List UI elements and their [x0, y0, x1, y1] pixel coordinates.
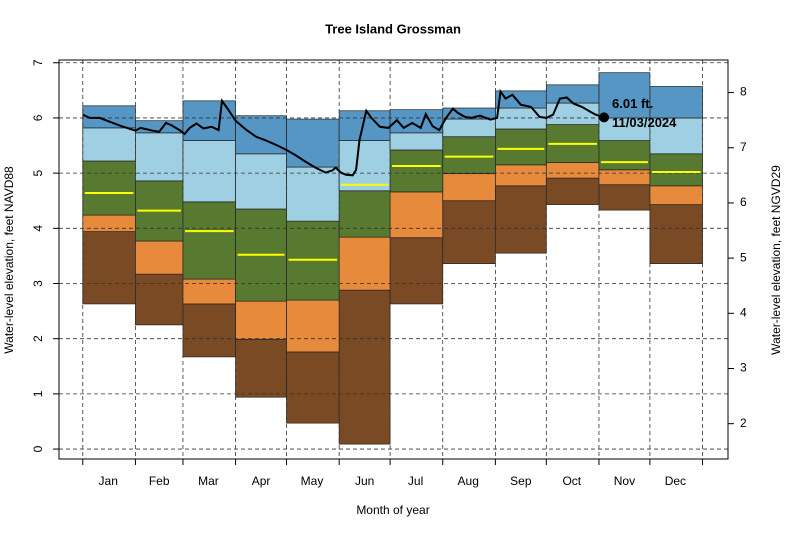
percentile-band — [442, 200, 496, 264]
x-tick-label: Feb — [149, 474, 170, 488]
percentile-band — [182, 278, 236, 305]
percentile-band — [135, 240, 184, 275]
percentile-band — [286, 166, 340, 222]
percentile-band — [82, 214, 136, 232]
x-tick-label: Apr — [252, 474, 271, 488]
percentile-band — [495, 164, 547, 187]
y-axis-label: Water-level elevation, feet NAVD88 — [2, 166, 16, 354]
x-tick-label: Dec — [665, 474, 686, 488]
percentile-band — [495, 185, 547, 254]
x-axis-label: Month of year — [356, 503, 429, 517]
percentile-band — [545, 162, 600, 179]
y2-tick-label: 6 — [740, 195, 747, 209]
x-tick-label: Sep — [510, 474, 532, 488]
percentile-band — [442, 173, 496, 202]
percentile-band — [495, 107, 547, 130]
y-tick-label: 1 — [31, 390, 45, 397]
percentile-band — [82, 231, 136, 305]
percentile-band — [495, 128, 547, 166]
percentile-band — [82, 127, 136, 162]
percentile-band — [338, 140, 391, 192]
percentile-band — [545, 177, 600, 205]
percentile-band — [442, 118, 496, 138]
y2-tick-label: 3 — [740, 361, 747, 375]
percentile-band — [649, 185, 703, 205]
y2-tick-label: 7 — [740, 140, 747, 154]
percentile-band — [182, 100, 236, 141]
y-tick-label: 2 — [31, 335, 45, 342]
y-tick-label: 4 — [31, 225, 45, 232]
y-tick-label: 7 — [31, 59, 45, 66]
y-tick-label: 0 — [31, 445, 45, 452]
percentile-band — [182, 201, 236, 280]
y2-tick-label: 2 — [740, 416, 747, 430]
y2-axis-label: Water-level elevation, feet NGVD29 — [769, 165, 783, 355]
percentile-band — [82, 160, 136, 216]
y-tick-label: 5 — [31, 169, 45, 176]
percentile-band — [598, 184, 651, 211]
percentile-band — [389, 149, 444, 193]
x-tick-label: Jul — [408, 474, 423, 488]
percentile-band — [135, 273, 184, 326]
x-tick-label: Jun — [355, 474, 374, 488]
percentile-band — [649, 204, 703, 264]
percentile-band — [442, 136, 496, 175]
chart-title: Tree Island Grossman — [325, 21, 461, 36]
percentile-band — [338, 289, 391, 445]
x-tick-label: Aug — [458, 474, 479, 488]
percentile-band — [182, 303, 236, 358]
percentile-band — [389, 237, 444, 305]
y-tick-label: 3 — [31, 280, 45, 287]
percentile-band — [598, 169, 651, 186]
percentile-band — [389, 132, 444, 151]
percentile-band — [235, 153, 287, 210]
x-tick-label: Oct — [562, 474, 581, 488]
percentile-band — [442, 107, 496, 120]
percentile-band — [338, 236, 391, 291]
percentile-band — [545, 84, 600, 104]
percentile-band — [286, 299, 340, 353]
current-point — [599, 112, 610, 123]
plot-frame — [58, 59, 729, 460]
percentile-band — [649, 86, 703, 119]
current-date-label: 11/03/2024 — [612, 115, 677, 130]
percentile-band — [235, 300, 287, 340]
percentile-band — [338, 190, 391, 238]
percentile-band — [82, 105, 136, 129]
x-tick-label: Mar — [198, 474, 219, 488]
x-tick-label: Nov — [614, 474, 635, 488]
percentile-band — [182, 140, 236, 203]
y-tick-label: 6 — [31, 114, 45, 121]
percentile-band — [286, 118, 340, 168]
percentile-band — [649, 117, 703, 155]
x-tick-label: May — [301, 474, 324, 488]
current-value-label: 6.01 ft. — [612, 96, 653, 111]
percentile-band — [235, 115, 287, 155]
percentile-band — [135, 132, 184, 182]
percentile-band — [286, 351, 340, 424]
percentile-band — [649, 153, 703, 187]
percentile-band — [598, 140, 651, 171]
y2-tick-label: 5 — [740, 250, 747, 264]
percentile-band — [389, 191, 444, 239]
current-line — [82, 88, 605, 177]
y2-tick-label: 4 — [740, 305, 747, 319]
x-tick-label: Jan — [99, 474, 118, 488]
y2-tick-label: 8 — [740, 85, 747, 99]
percentile-band — [235, 338, 287, 398]
percentile-band — [598, 72, 651, 119]
